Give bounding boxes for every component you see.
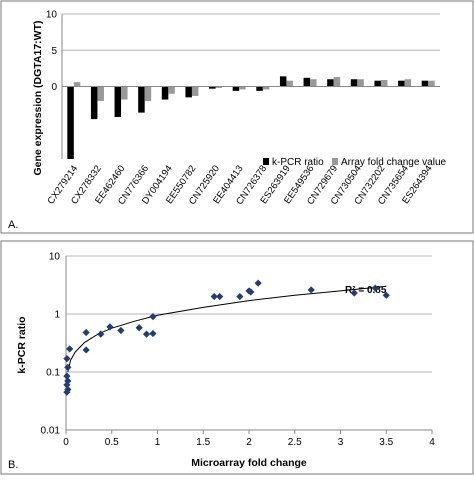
- chart-b-ylabel: k-PCR ratio: [16, 316, 28, 373]
- data-point: [64, 363, 72, 372]
- bar-array: [191, 86, 199, 96]
- y-tick-label: 1: [54, 310, 60, 321]
- panel-b-label: B.: [8, 459, 18, 471]
- panel-b-frame: [0, 240, 474, 475]
- y-tick-label: 0.01: [41, 426, 61, 437]
- bar-kpcr: [138, 86, 145, 113]
- data-point: [382, 291, 390, 299]
- bar-kpcr: [90, 86, 98, 120]
- data-point: [66, 345, 74, 353]
- data-point: [307, 286, 315, 294]
- bar-kpcr: [114, 86, 122, 117]
- data-point: [210, 292, 218, 301]
- data-point: [216, 292, 224, 301]
- data-point: [247, 288, 255, 296]
- bar-array: [310, 79, 317, 87]
- bar-array: [404, 79, 412, 87]
- legend-entry: Array fold change value: [341, 157, 447, 168]
- y-tick-label: 10: [49, 252, 61, 263]
- x-tick-label: 1.5: [196, 437, 210, 448]
- data-point: [135, 324, 143, 332]
- bar-array: [168, 86, 175, 94]
- x-tick-label: 1: [155, 437, 161, 448]
- bar-kpcr: [209, 86, 216, 89]
- bar-array: [262, 86, 270, 90]
- bar-kpcr: [303, 77, 311, 87]
- bar-kpcr: [350, 79, 358, 87]
- legend-swatch: [263, 158, 269, 165]
- data-point: [142, 330, 151, 338]
- x-tick-label: 2: [246, 437, 252, 448]
- y-tick-label: 0.1: [46, 368, 60, 379]
- chart-a-ylabel: Gene expression (DGTA17:WT): [32, 21, 44, 176]
- data-point: [82, 346, 90, 354]
- chart-b: 10 1 0.1 0.010 0.5 1 1.5 2 2.5 3 3.5 4: [41, 252, 436, 449]
- legend-swatch: [332, 158, 338, 165]
- data-point: [149, 329, 157, 338]
- bar-array: [121, 86, 128, 100]
- x-tick-label: 0.5: [105, 437, 119, 448]
- panel-a-frame: [0, 0, 474, 234]
- x-tick-label: 2.5: [288, 437, 302, 448]
- data-point: [371, 284, 379, 292]
- panel-a-label: A.: [8, 219, 18, 231]
- bar-array: [144, 86, 152, 101]
- bar-kpcr: [256, 86, 263, 91]
- data-point: [254, 279, 262, 287]
- data-point: [97, 330, 105, 338]
- data-point: [63, 372, 71, 380]
- bar-array: [357, 79, 364, 87]
- bar-kpcr: [398, 80, 405, 87]
- bar-kpcr: [232, 86, 240, 91]
- bar-kpcr: [421, 80, 429, 87]
- chart-b-xlabel: Microarray fold change: [191, 457, 307, 469]
- bar-array: [215, 86, 223, 88]
- bar-array: [97, 86, 104, 101]
- bar-array: [380, 79, 388, 87]
- bar-array: [239, 86, 246, 90]
- legend-entry: k-PCR ratio: [272, 157, 324, 168]
- bar-kpcr: [161, 86, 169, 100]
- x-tick-label: 3.5: [379, 437, 393, 448]
- data-point: [82, 328, 90, 337]
- bar-kpcr: [374, 80, 381, 87]
- bar-kpcr: [67, 86, 74, 159]
- data-point: [236, 292, 244, 301]
- data-point: [149, 313, 157, 321]
- bar-kpcr: [327, 79, 334, 87]
- bar-kpcr: [185, 86, 192, 98]
- bar-kpcr: [279, 76, 287, 87]
- bar-array: [333, 77, 341, 87]
- y-tick-label: 0: [51, 82, 57, 93]
- bar-array: [428, 80, 435, 87]
- y-tick-label: 10: [46, 10, 58, 21]
- x-tick-label: 0: [63, 437, 69, 448]
- data-point: [64, 377, 72, 385]
- data-point: [117, 326, 125, 335]
- data-point: [63, 355, 71, 363]
- data-point: [64, 385, 72, 394]
- x-tick-label: 3: [338, 437, 344, 448]
- data-point: [350, 289, 358, 297]
- bar-array: [73, 82, 81, 87]
- data-point: [106, 323, 114, 331]
- y-tick-label: 5: [51, 46, 57, 57]
- x-tick-label: 4: [429, 437, 435, 448]
- bar-array: [286, 80, 293, 87]
- r-squared-annotation: R² = 0.85: [345, 285, 387, 296]
- trendline: [67, 285, 387, 373]
